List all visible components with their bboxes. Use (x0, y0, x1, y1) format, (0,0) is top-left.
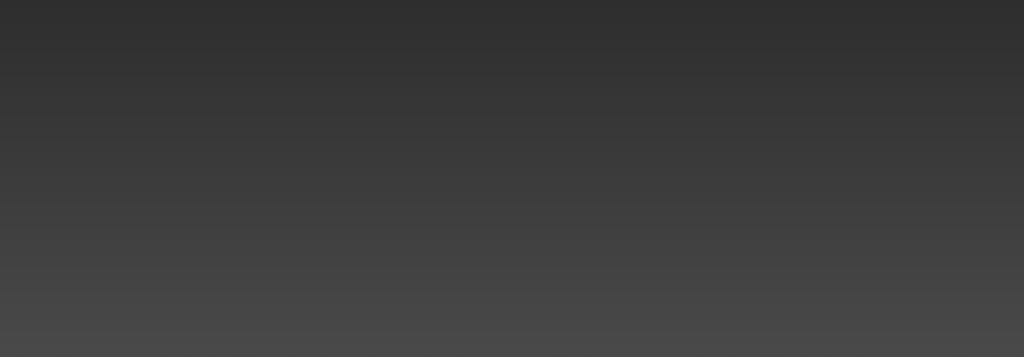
Bar (780, 181, 799, 215)
Bar (165, 181, 183, 215)
Text: 1: 1 (360, 193, 369, 203)
Bar (335, 181, 353, 215)
Text: 1: 1 (785, 193, 794, 203)
Text: 4: 4 (870, 142, 879, 152)
Text: 1: 1 (170, 193, 178, 203)
Text: 1: 1 (340, 193, 348, 203)
Bar (865, 80, 884, 215)
Text: 3: 3 (615, 159, 624, 169)
Text: 2: 2 (935, 176, 943, 186)
Bar (610, 114, 629, 215)
Bar (185, 181, 204, 215)
Text: 1: 1 (105, 193, 114, 203)
Bar (930, 147, 948, 215)
Text: 1: 1 (445, 193, 454, 203)
Bar (100, 181, 119, 215)
Bar (355, 181, 374, 215)
Bar (440, 181, 459, 215)
Text: 1: 1 (190, 193, 199, 203)
Legend: 2021, 2022: 2021, 2022 (473, 247, 575, 266)
Title: Comparison of the number of Gantry cranes imported from China by the Chile from : Comparison of the number of Gantry crane… (83, 15, 966, 54)
